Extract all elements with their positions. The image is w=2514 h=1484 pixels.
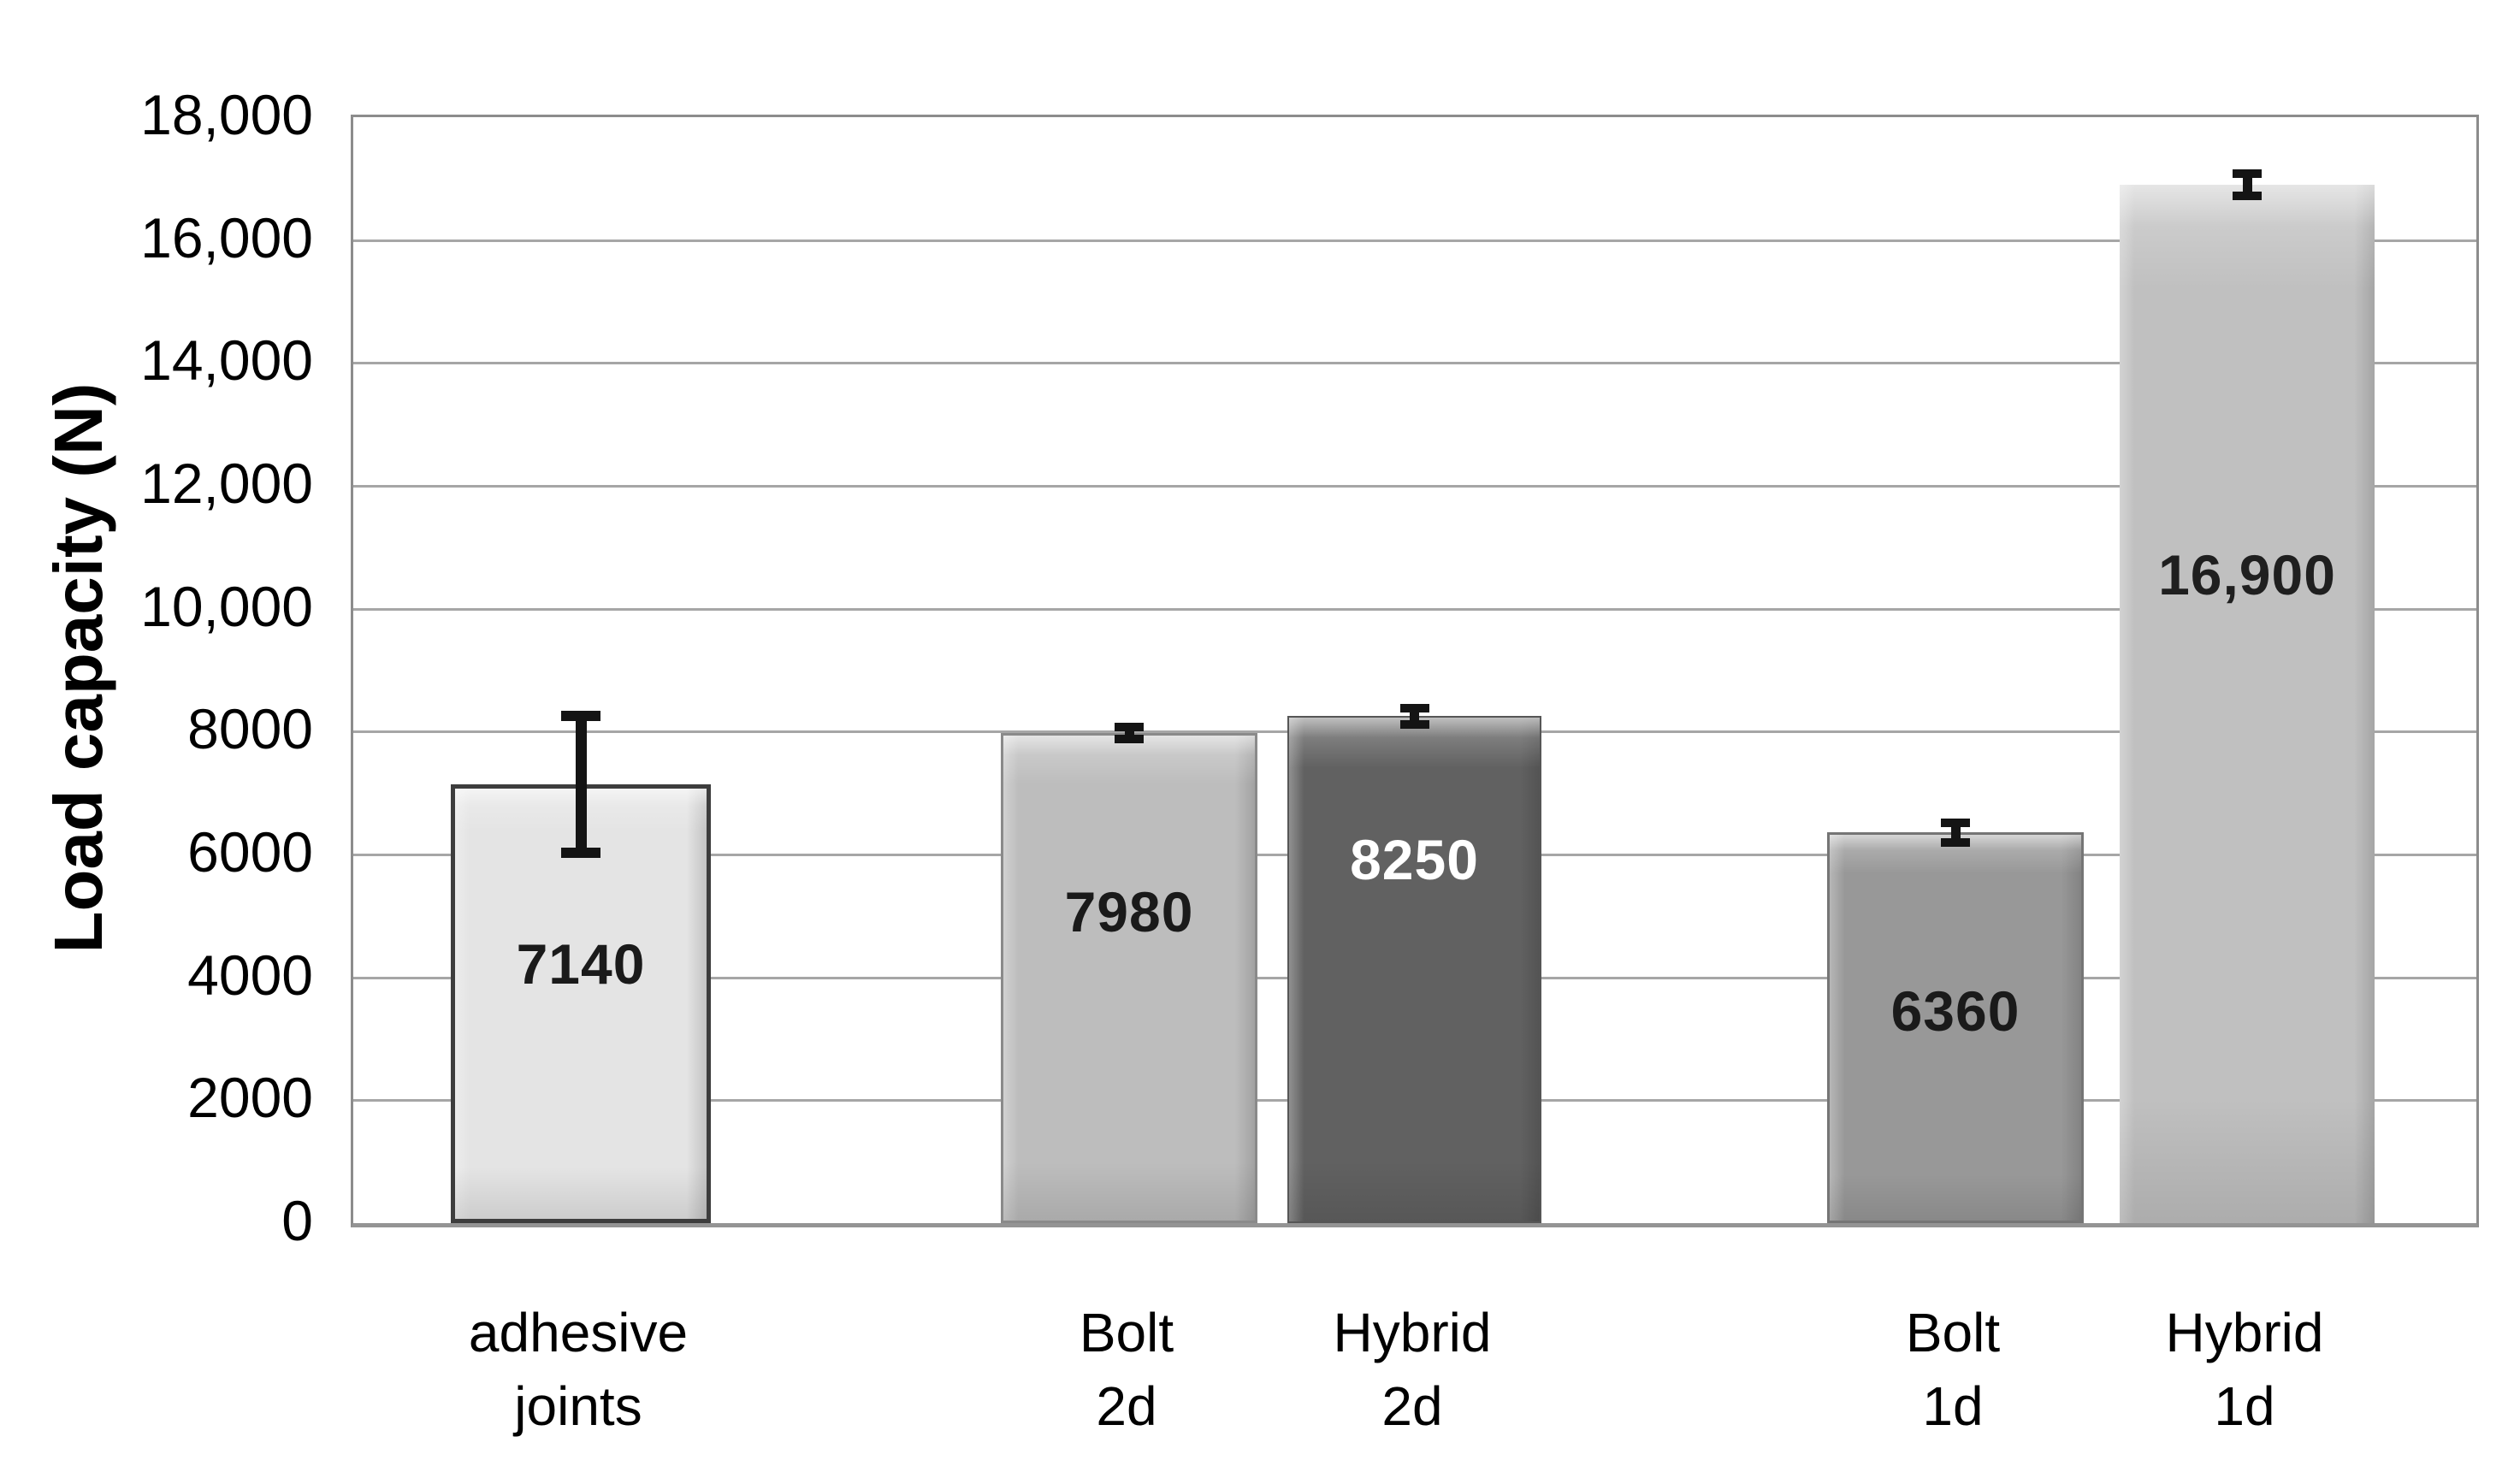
plot-area: 7140 7980 8250 6360 16,900	[351, 115, 2479, 1227]
error-bar-cap	[2233, 169, 2262, 178]
bar-value-label: 7140	[516, 932, 646, 996]
error-bar-cap	[1400, 720, 1429, 729]
y-tick-label: 10,000	[140, 574, 313, 638]
error-bar-line	[576, 711, 587, 858]
x-category-label-hybrid-2d: Hybrid 2d	[1173, 1296, 1652, 1443]
x-category-label-adhesive-joints: adhesive joints	[339, 1296, 818, 1443]
error-bar-cap	[1115, 735, 1144, 743]
y-tick-label: 12,000	[140, 452, 313, 515]
x-category-line: joints	[514, 1375, 642, 1437]
x-category-line: 1d	[1922, 1375, 1984, 1437]
y-tick-label: 4000	[187, 943, 313, 1007]
y-tick-label: 16,000	[140, 205, 313, 269]
error-bar-line	[1125, 723, 1134, 743]
x-category-line: 1d	[2214, 1375, 2275, 1437]
error-bar-cap	[2233, 192, 2262, 200]
bar-value-label: 8250	[1350, 828, 1479, 891]
x-category-label-bolt-1d: Bolt 1d	[1713, 1296, 2192, 1443]
y-tick-label: 2000	[187, 1066, 313, 1130]
x-category-line: Hybrid	[2165, 1302, 2324, 1363]
error-bar-cap	[1941, 838, 1970, 847]
error-bar-cap	[1400, 704, 1429, 712]
error-bar-line	[2243, 169, 2252, 200]
error-bar-cap	[561, 711, 600, 721]
bar-bolt-2d: 7980	[1001, 733, 1257, 1223]
bar-hybrid-2d: 8250	[1287, 716, 1541, 1223]
gridline	[353, 239, 2476, 242]
y-tick-label: 6000	[187, 820, 313, 884]
error-bar-line	[1951, 819, 1961, 847]
error-bar-cap	[561, 848, 600, 858]
x-category-label-hybrid-1d: Hybrid 1d	[2005, 1296, 2484, 1443]
error-bar-line	[1410, 704, 1419, 729]
bar-value-label: 7980	[1064, 880, 1194, 943]
x-category-line: Bolt	[1905, 1302, 2001, 1363]
gridline	[353, 362, 2476, 365]
bar-value-label: 6360	[1890, 979, 2020, 1043]
error-bar-cap	[1941, 819, 1970, 827]
y-axis-title: Load capacity (N)	[40, 382, 116, 954]
x-category-line: 2d	[1096, 1375, 1157, 1437]
y-tick-label: 18,000	[140, 83, 313, 146]
x-category-line: adhesive	[468, 1302, 689, 1363]
y-tick-label: 0	[281, 1189, 313, 1252]
gridline	[353, 607, 2476, 611]
x-category-line: Bolt	[1079, 1302, 1174, 1363]
error-bar-cap	[1115, 723, 1144, 731]
x-category-line: 2d	[1381, 1375, 1443, 1437]
x-category-line: Hybrid	[1333, 1302, 1492, 1363]
y-tick-label: 14,000	[140, 328, 313, 393]
bar-value-label: 16,900	[2158, 543, 2336, 606]
bar-bolt-1d: 6360	[1827, 832, 2084, 1223]
x-category-label-bolt-2d: Bolt 2d	[887, 1296, 1366, 1443]
bar-adhesive-joints: 7140	[451, 784, 711, 1223]
y-tick-label: 8000	[187, 697, 313, 761]
gridline	[353, 485, 2476, 488]
bar-hybrid-1d: 16,900	[2120, 185, 2375, 1223]
